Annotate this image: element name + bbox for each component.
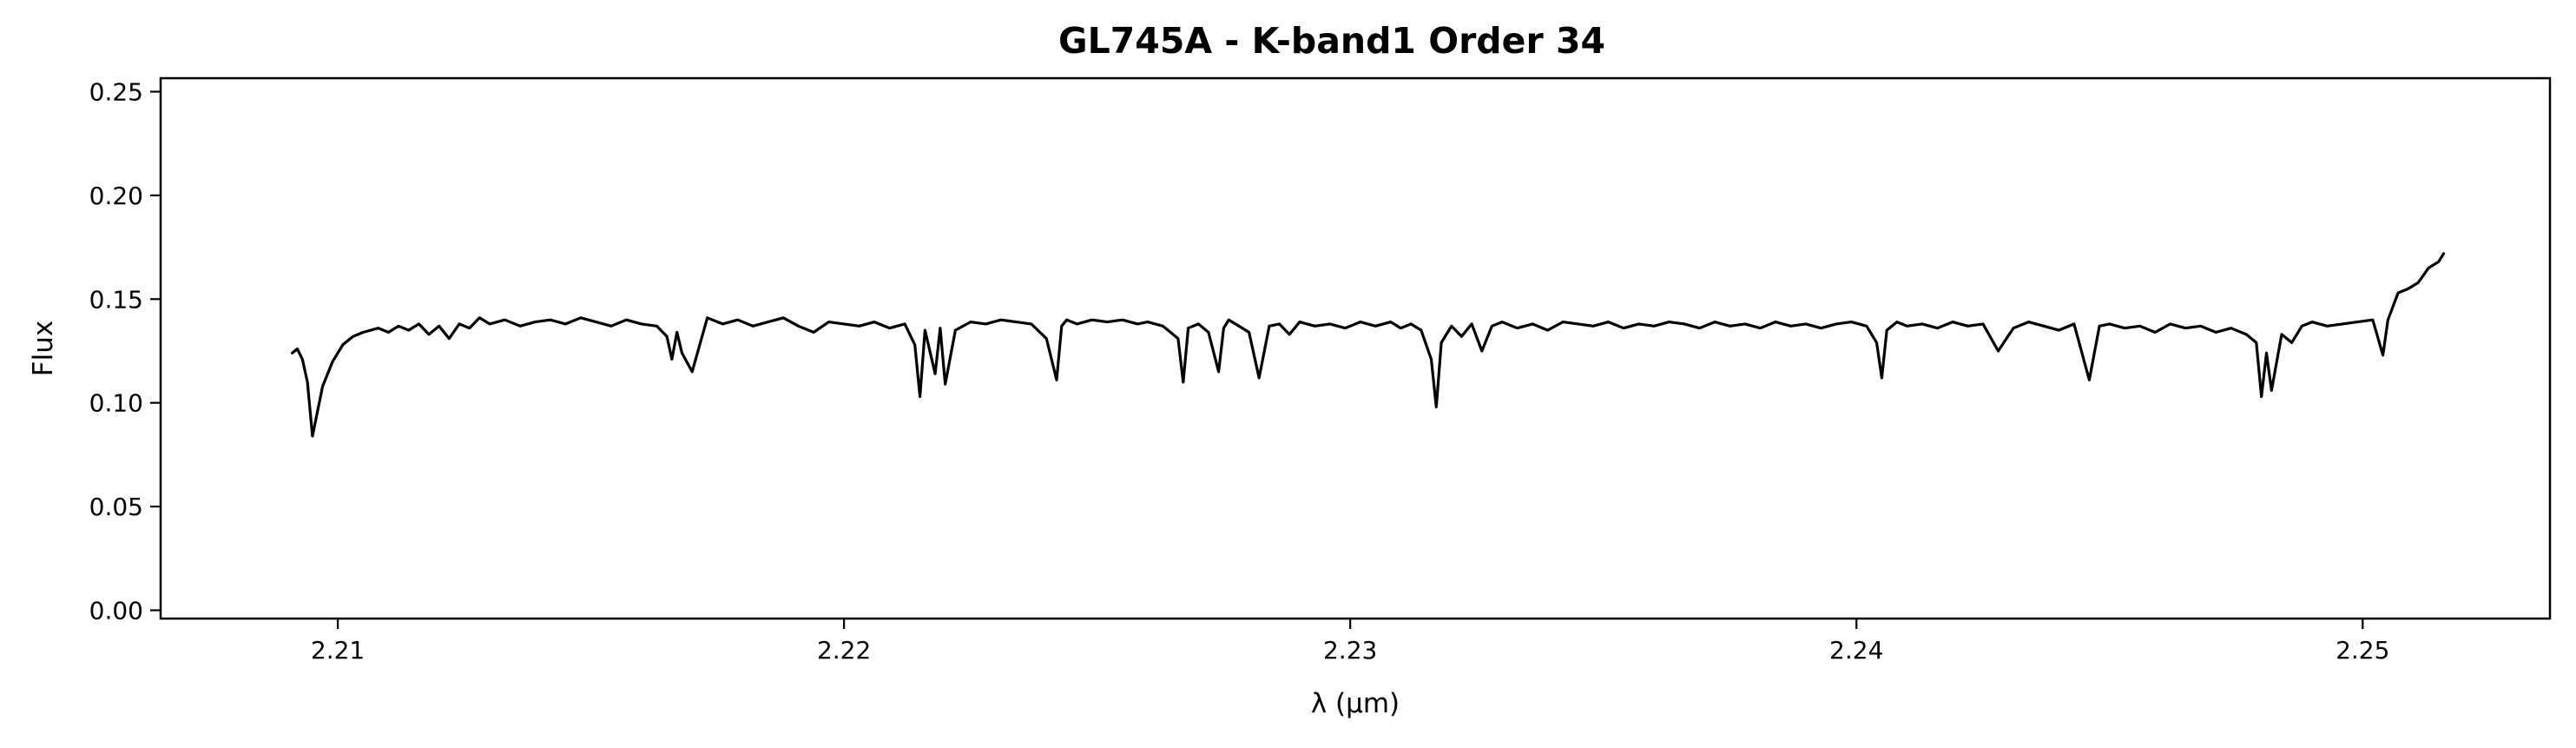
y-tick-label: 0.20 [89,182,143,210]
y-tick-label: 0.00 [89,596,143,625]
x-tick-label: 2.23 [1323,636,1377,665]
x-axis-label: λ (μm) [1311,688,1400,719]
y-tick-label: 0.15 [89,285,143,314]
spectrum-line [291,252,2446,438]
plot-frame [159,76,2552,620]
y-axis: 0.00 0.05 0.10 0.15 0.20 0.25 [89,78,161,625]
chart-title: GL745A - K-band1 Order 34 [1058,20,1605,62]
y-tick-label: 0.05 [89,493,143,521]
x-tick-label: 2.25 [2336,636,2389,665]
y-tick-label: 0.25 [89,78,143,107]
y-axis-label: Flux [28,321,59,376]
plot-area [159,76,2552,620]
y-tick-label: 0.10 [89,389,143,418]
x-axis: 2.21 2.22 2.23 2.24 2.25 [311,619,2389,665]
x-tick-label: 2.21 [311,636,365,665]
x-tick-label: 2.22 [817,636,871,665]
x-tick-label: 2.24 [1829,636,1883,665]
